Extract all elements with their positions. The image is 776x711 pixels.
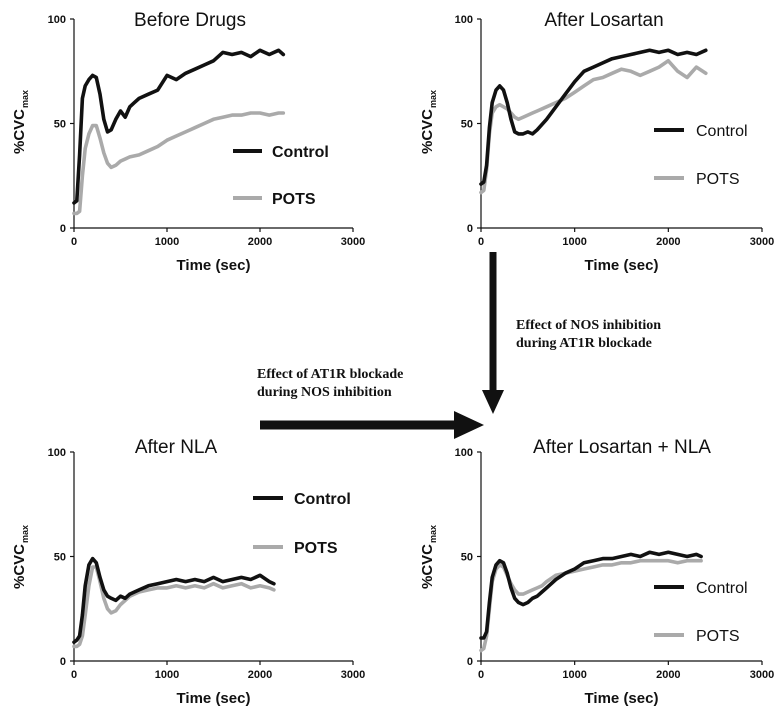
series-line-pots bbox=[72, 111, 286, 216]
series-line-control bbox=[479, 550, 703, 640]
x-tick-label: 0 bbox=[71, 669, 77, 681]
x-axis-label: Time (sec) bbox=[585, 257, 659, 274]
y-axis-label-main: %CVC bbox=[419, 109, 436, 154]
annotation-at1r-line-1: Effect of AT1R blockade bbox=[257, 367, 403, 382]
arrows bbox=[260, 252, 504, 439]
series-line-control bbox=[72, 556, 276, 645]
annotation-nos-line-2: during AT1R blockade bbox=[516, 336, 652, 351]
x-tick-label: 0 bbox=[478, 669, 484, 681]
legend-label-pots: POTS bbox=[696, 628, 740, 645]
y-tick-label: 0 bbox=[60, 656, 66, 668]
annotation-nos: Effect of NOS inhibition during AT1R blo… bbox=[516, 318, 661, 351]
y-axis-label-main: %CVC bbox=[11, 544, 28, 589]
horizontal-arrow-head bbox=[454, 411, 484, 439]
series-line-control bbox=[72, 48, 286, 205]
y-tick-label: 50 bbox=[461, 552, 473, 564]
chart-title: Before Drugs bbox=[134, 10, 246, 31]
y-tick-label: 100 bbox=[455, 14, 473, 26]
legend-label-pots: POTS bbox=[272, 191, 316, 208]
annotation-at1r-line-2: during NOS inhibition bbox=[257, 385, 392, 400]
x-axis-label: Time (sec) bbox=[177, 257, 251, 274]
x-tick-label: 1000 bbox=[562, 236, 586, 248]
legend-label-pots: POTS bbox=[294, 540, 338, 557]
x-tick-label: 0 bbox=[478, 236, 484, 248]
y-tick-label: 100 bbox=[48, 14, 66, 26]
y-axis-label-subscript: max bbox=[428, 90, 438, 108]
x-tick-label: 0 bbox=[71, 236, 77, 248]
y-axis-label: %CVCmax bbox=[11, 90, 30, 154]
x-tick-label: 2000 bbox=[656, 236, 680, 248]
series-line-pots bbox=[479, 558, 703, 653]
y-tick-label: 100 bbox=[455, 447, 473, 459]
chart-title: After Losartan bbox=[544, 10, 663, 31]
x-tick-label: 2000 bbox=[248, 669, 272, 681]
y-axis-label-main: %CVC bbox=[11, 109, 28, 154]
x-tick-label: 1000 bbox=[562, 669, 586, 681]
y-tick-label: 0 bbox=[467, 223, 473, 235]
x-tick-label: 1000 bbox=[155, 236, 179, 248]
y-tick-label: 0 bbox=[60, 223, 66, 235]
y-axis-label-subscript: max bbox=[428, 525, 438, 543]
y-tick-label: 50 bbox=[54, 119, 66, 131]
y-tick-label: 50 bbox=[461, 119, 473, 131]
chart-panel-4: 0 1000 2000 3000 0 50 100 After Losartan + NLA T… bbox=[419, 437, 774, 707]
legend-label-pots: POTS bbox=[696, 171, 740, 188]
chart-title: After NLA bbox=[135, 437, 218, 458]
x-tick-label: 2000 bbox=[656, 669, 680, 681]
chart-panel-2: 0 1000 2000 3000 0 50 100 After Losartan Time (s… bbox=[419, 10, 774, 274]
chart-title: After Losartan + NLA bbox=[533, 437, 711, 458]
x-tick-label: 3000 bbox=[750, 236, 774, 248]
legend-label-control: Control bbox=[696, 580, 748, 597]
y-axis-label-subscript: max bbox=[20, 90, 30, 108]
series-line-pots bbox=[479, 58, 708, 195]
x-axis-label: Time (sec) bbox=[177, 690, 251, 707]
vertical-arrow-head bbox=[482, 390, 504, 414]
annotation-nos-line-1: Effect of NOS inhibition bbox=[516, 318, 661, 333]
x-tick-label: 1000 bbox=[155, 669, 179, 681]
y-tick-label: 100 bbox=[48, 447, 66, 459]
legend-label-control: Control bbox=[294, 491, 351, 508]
x-tick-label: 3000 bbox=[750, 669, 774, 681]
series-line-control bbox=[479, 48, 708, 186]
legend-label-control: Control bbox=[696, 123, 748, 140]
chart-panel-1: 0 1000 2000 3000 0 50 100 Before Drugs Time (sec… bbox=[11, 10, 365, 274]
series-line-pots bbox=[72, 565, 276, 649]
y-axis-label: %CVCmax bbox=[419, 525, 438, 589]
y-axis-label-subscript: max bbox=[20, 525, 30, 543]
legend-label-control: Control bbox=[272, 144, 329, 161]
y-tick-label: 0 bbox=[467, 656, 473, 668]
y-tick-label: 50 bbox=[54, 552, 66, 564]
chart-panel-3: 0 1000 2000 3000 0 50 100 After NLA Time (sec) %C… bbox=[11, 437, 365, 707]
x-tick-label: 3000 bbox=[341, 669, 365, 681]
y-axis-label-main: %CVC bbox=[419, 544, 436, 589]
y-axis-label: %CVCmax bbox=[11, 525, 30, 589]
x-tick-label: 2000 bbox=[248, 236, 272, 248]
y-axis-label: %CVCmax bbox=[419, 90, 438, 154]
annotation-at1r: Effect of AT1R blockade during NOS inhib… bbox=[257, 367, 403, 400]
x-tick-label: 3000 bbox=[341, 236, 365, 248]
x-axis-label: Time (sec) bbox=[585, 690, 659, 707]
